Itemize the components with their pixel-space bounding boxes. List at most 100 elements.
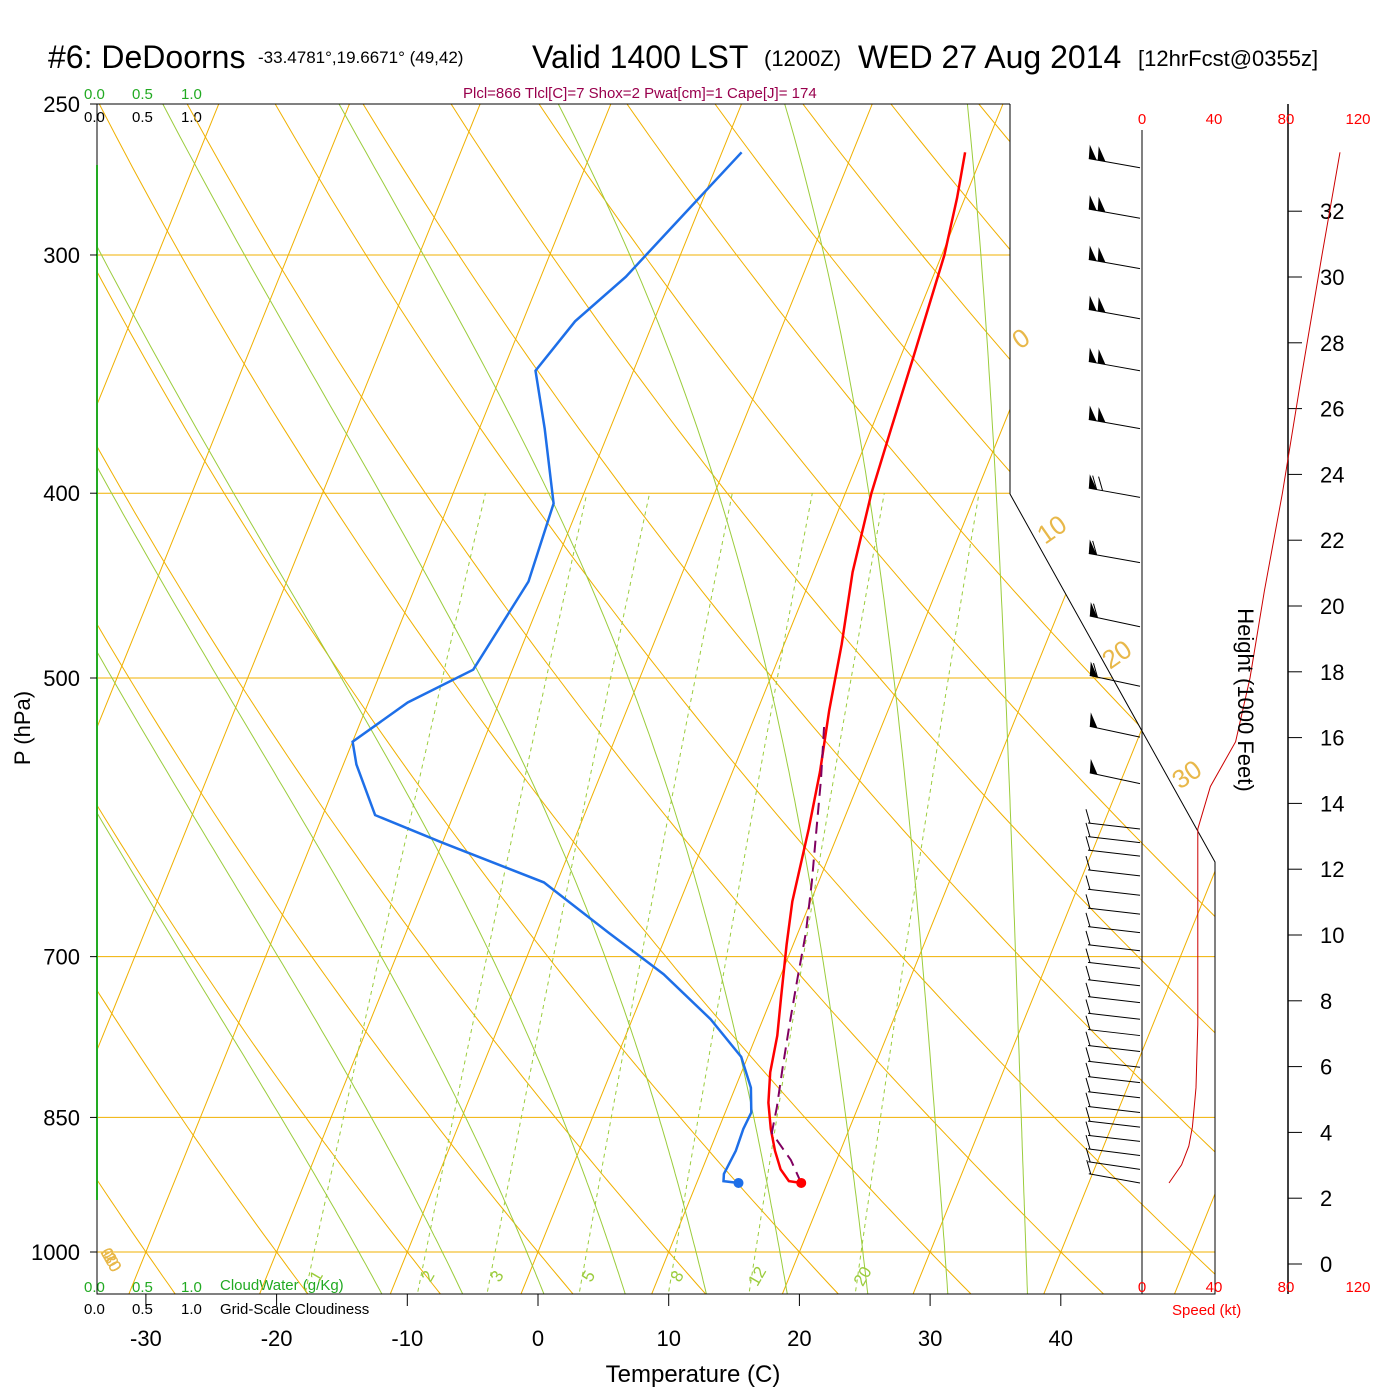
cloudwater-top-0: 0.0 — [84, 86, 105, 103]
profiles — [351, 151, 967, 1188]
dry-adiabat-line — [516, 104, 1215, 1294]
wind-barb-staff — [1087, 1120, 1141, 1128]
utc-time: (1200Z) — [764, 46, 841, 71]
mixing-ratio-line — [572, 493, 733, 1294]
wind-speed-profile-line — [1168, 152, 1341, 1184]
height-tick-label: 2 — [1320, 1186, 1332, 1211]
dry-adiabat-line — [690, 104, 1215, 1294]
dry-adiabat-line — [97, 104, 337, 1294]
wind-barb — [1088, 474, 1141, 498]
height-tick-label: 12 — [1320, 857, 1344, 882]
cloudwater-top-1: 0.5 — [132, 86, 153, 103]
isotherm-line — [1028, 104, 1215, 1294]
wind-barb-staff — [1089, 772, 1141, 785]
wind-barb-feather — [1085, 1134, 1091, 1150]
wind-barb-flag — [1088, 347, 1097, 363]
y-tick-label: 300 — [43, 243, 80, 268]
wind-barb — [1085, 948, 1141, 969]
moist-adiabat-line — [97, 104, 481, 1294]
wind-barb-feather — [1085, 999, 1091, 1014]
dry-adiabat-line — [777, 104, 1215, 1294]
dry-adiabat-line — [97, 104, 740, 1294]
x-tick-label: -20 — [261, 1326, 293, 1351]
isotherm-line — [505, 104, 1018, 1294]
mixing-ratio-line — [742, 493, 885, 1294]
cloudiness-bottom-2: 1.0 — [181, 1301, 202, 1318]
wind-barb-feather — [1085, 836, 1091, 851]
wind-barb-feather — [1085, 856, 1091, 871]
wind-barb-staff — [1088, 361, 1141, 372]
moist-adiabat-line — [97, 104, 638, 1294]
wind-barb-feather — [1093, 663, 1098, 678]
wind-scale-top-label: 120 — [1345, 111, 1370, 128]
isotherm-line — [636, 104, 1148, 1294]
temperature-profile-line — [767, 152, 967, 1185]
dry-adiabat-line — [97, 104, 203, 1294]
temperature-surface-point — [796, 1177, 807, 1188]
wind-barb-flag — [1097, 297, 1106, 313]
wind-barb — [1085, 1107, 1141, 1128]
wind-barb-staff — [1089, 675, 1141, 687]
height-tick-label: 22 — [1320, 528, 1344, 553]
cloudwater-label: CloudWater (g/Kg) — [220, 1277, 344, 1294]
cloudwater-bottom-1: 0.5 — [132, 1279, 153, 1296]
isotherm-line — [1290, 70, 1400, 1331]
wind-barb-flag — [1088, 539, 1097, 555]
wind-barb-staff — [1087, 944, 1141, 952]
dry-adiabat-line — [97, 104, 1008, 1294]
wind-barb-feather — [1085, 894, 1091, 909]
valid-time: Valid 1400 LST — [532, 39, 748, 75]
isotherm-line — [1159, 104, 1215, 1294]
plot-frame — [96, 103, 1216, 1295]
x-tick-label: 10 — [656, 1326, 680, 1351]
wind-barbs — [1085, 144, 1141, 1184]
wind-barb — [1089, 602, 1141, 628]
isotherm-label: 30 — [1166, 754, 1207, 795]
height-tick-label: 20 — [1320, 594, 1344, 619]
wind-barb-staff — [1087, 1029, 1141, 1037]
mixing-ratio-label: 20 — [850, 1263, 876, 1289]
wind-barb-staff — [1087, 1134, 1141, 1142]
wind-barb-staff — [1088, 553, 1141, 564]
isotherm-label: 0 — [1006, 322, 1035, 355]
height-tick-label: 24 — [1320, 462, 1344, 487]
wind-barb-feather — [1085, 1147, 1091, 1163]
y-tick-label: 500 — [43, 666, 80, 691]
isotherm-label: -30 — [97, 1245, 126, 1276]
x-tick-label: -10 — [391, 1326, 423, 1351]
wind-barb-feather — [1085, 1031, 1091, 1046]
wind-barb-flag — [1089, 758, 1098, 775]
wind-barb-staff — [1088, 208, 1141, 219]
wind-barb-feather — [1085, 1062, 1091, 1077]
parcel-profile-line — [770, 726, 826, 1184]
wind-barb-flag — [1097, 196, 1106, 213]
wind-barb — [1085, 1031, 1141, 1053]
wind-barb-feather — [1085, 1015, 1091, 1030]
wind-barb — [1085, 809, 1141, 830]
height-tick-label: 18 — [1320, 660, 1344, 685]
height-tick-label: 26 — [1320, 397, 1344, 422]
dry-adiabat-line — [97, 104, 874, 1294]
x-tick-label: -30 — [130, 1326, 162, 1351]
cloudiness-bottom-1: 0.5 — [132, 1301, 153, 1318]
mixing-ratio-line — [849, 493, 980, 1294]
mixing-ratio-label: 3 — [487, 1267, 508, 1285]
wind-barb-feather — [1085, 875, 1091, 890]
wind-scale-top-label: 0 — [1138, 111, 1146, 128]
wind-barb-flag — [1089, 661, 1098, 678]
wind-barb-feather — [1092, 475, 1098, 490]
wind-barb — [1085, 1062, 1141, 1084]
wind-barb — [1085, 875, 1141, 896]
wind-barb — [1085, 982, 1141, 1004]
wind-barb — [1085, 1077, 1141, 1099]
wind-barb-feather — [1085, 1047, 1091, 1062]
dry-adiabat-line — [255, 104, 1215, 1294]
height-tick-label: 30 — [1320, 265, 1344, 290]
moist-adiabat-line — [774, 104, 951, 1294]
wind-barb — [1089, 758, 1141, 785]
isotherm-line — [97, 104, 495, 1294]
height-tick-label: 4 — [1320, 1120, 1332, 1145]
height-tick-label: 8 — [1320, 989, 1332, 1014]
